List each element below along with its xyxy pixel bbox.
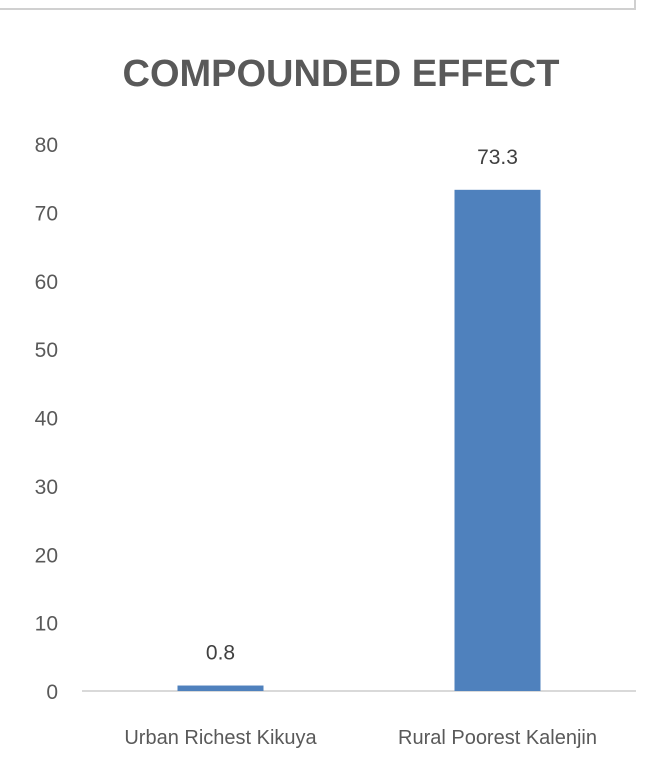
y-tick-label: 0 <box>46 681 58 704</box>
bar <box>454 189 541 691</box>
y-tick-label: 30 <box>35 476 58 499</box>
bars <box>177 189 541 691</box>
y-axis-ticks: 0 10 20 30 40 50 60 70 80 <box>35 134 58 704</box>
y-tick-label: 10 <box>35 613 58 636</box>
bar <box>177 685 264 691</box>
y-tick-label: 80 <box>35 134 58 157</box>
data-label: 73.3 <box>477 146 518 169</box>
y-tick-label: 20 <box>35 544 58 567</box>
chart-title: COMPOUNDED EFFECT <box>123 53 560 95</box>
y-tick-label: 60 <box>35 271 58 294</box>
y-tick-label: 70 <box>35 202 58 225</box>
y-tick-label: 40 <box>35 408 58 431</box>
category-label: Urban Richest Kikuya <box>124 727 317 749</box>
y-tick-label: 50 <box>35 339 58 362</box>
data-labels: 0.8 73.3 <box>206 146 518 665</box>
category-labels: Urban Richest Kikuya Rural Poorest Kalenj… <box>124 727 597 749</box>
data-label: 0.8 <box>206 642 235 665</box>
chart-border <box>0 0 636 10</box>
category-label: Rural Poorest Kalenjin <box>398 727 597 749</box>
